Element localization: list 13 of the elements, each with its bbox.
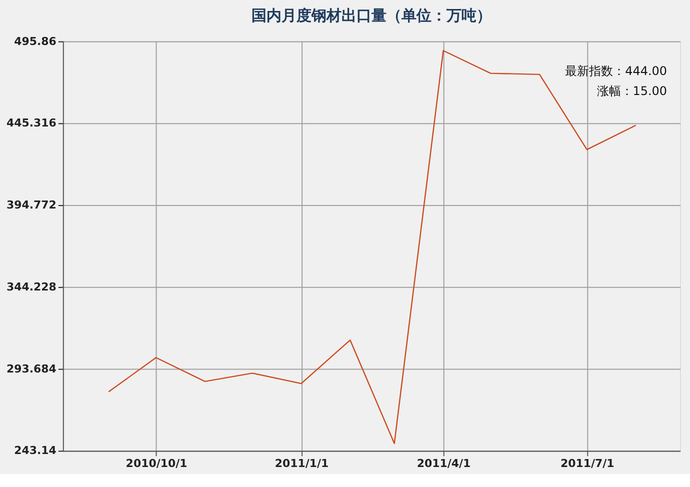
chart-title: 国内月度钢材出口量（单位：万吨） bbox=[251, 6, 492, 24]
x-tick-label: 2011/4/1 bbox=[416, 457, 471, 470]
x-tick-label: 2011/1/1 bbox=[274, 457, 329, 470]
y-tick-label: 495.86 bbox=[14, 34, 57, 48]
y-tick-label: 243.14 bbox=[14, 444, 57, 458]
y-tick-label: 394.772 bbox=[6, 198, 56, 212]
x-tick-label: 2011/7/1 bbox=[560, 457, 614, 470]
annotation: 最新指数：444.00 bbox=[565, 64, 668, 78]
x-tick-label: 2010/10/1 bbox=[126, 457, 188, 470]
y-tick-label: 445.316 bbox=[6, 116, 57, 130]
annotation: 涨幅：15.00 bbox=[596, 84, 668, 98]
y-tick-label: 344.228 bbox=[6, 280, 56, 294]
y-tick-label: 293.684 bbox=[6, 362, 57, 376]
